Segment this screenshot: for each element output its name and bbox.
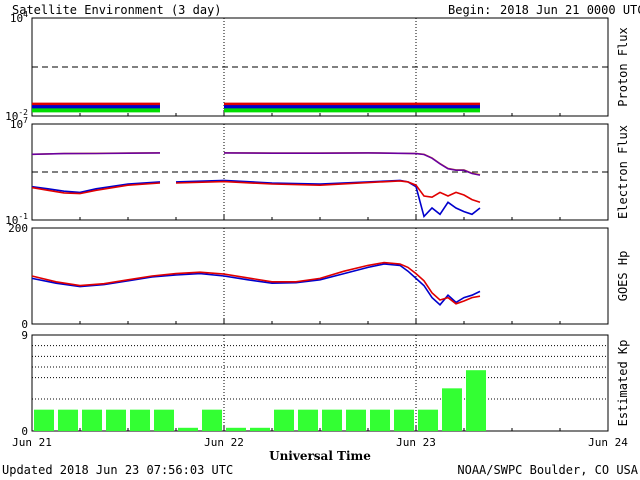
series-line-red (31, 180, 481, 204)
kp-bar (274, 409, 294, 431)
kp-bar (322, 409, 342, 431)
kp-bar (466, 370, 486, 431)
y-tick-label: 107 (10, 116, 28, 131)
kp-bar (202, 409, 222, 431)
kp-bar (178, 427, 198, 431)
kp-bar (154, 409, 174, 431)
x-tick-jun24: Jun 24 (588, 436, 628, 449)
panel-frame (31, 17, 609, 117)
series-line-blue (31, 179, 481, 218)
kp-bar (130, 409, 150, 431)
kp-bar (442, 388, 462, 431)
panel-frame (31, 123, 609, 221)
series-line-red (31, 261, 481, 305)
x-tick-jun21: Jun 21 (12, 436, 52, 449)
panel-4: 9 0 Estimated Kp (21, 329, 630, 438)
y-tick-label: 9 (21, 329, 28, 342)
begin-value: 2018 Jun 21 0000 UTC (500, 3, 640, 17)
x-tick-jun22: Jun 22 (204, 436, 244, 449)
kp-bar (58, 409, 78, 431)
source-credit: NOAA/SWPC Boulder, CO USA (457, 463, 638, 477)
kp-bar (346, 409, 366, 431)
updated-timestamp: Updated 2018 Jun 23 07:56:03 UTC (2, 463, 233, 477)
begin-label: Begin: (448, 3, 491, 17)
kp-bar (34, 409, 54, 431)
y-axis-label: GOES Hp (616, 251, 630, 302)
x-axis-title: Universal Time (269, 449, 371, 463)
y-axis-label: Electron Flux (616, 125, 630, 219)
kp-bar (418, 409, 438, 431)
y-tick-label: 200 (8, 222, 28, 235)
y-axis-label: Proton Flux (616, 27, 630, 106)
panel-frame (31, 334, 609, 432)
kp-bar (298, 409, 318, 431)
kp-bar (226, 427, 246, 431)
y-tick-label: 0 (21, 425, 28, 438)
panel-frame (31, 227, 609, 325)
series-line-purple (31, 152, 481, 176)
y-tick-label: 104 (10, 10, 28, 25)
kp-bar (370, 409, 390, 431)
y-axis-label: Estimated Kp (616, 340, 630, 427)
x-tick-jun23: Jun 23 (396, 436, 436, 449)
y-tick-label: 0 (21, 318, 28, 331)
chart-title: Satellite Environment (3 day) (12, 3, 222, 17)
kp-bar (106, 409, 126, 431)
kp-bar (394, 409, 414, 431)
kp-bar (250, 427, 270, 431)
kp-bar (82, 409, 102, 431)
panel-3: 200 0 GOES Hp (8, 222, 630, 331)
